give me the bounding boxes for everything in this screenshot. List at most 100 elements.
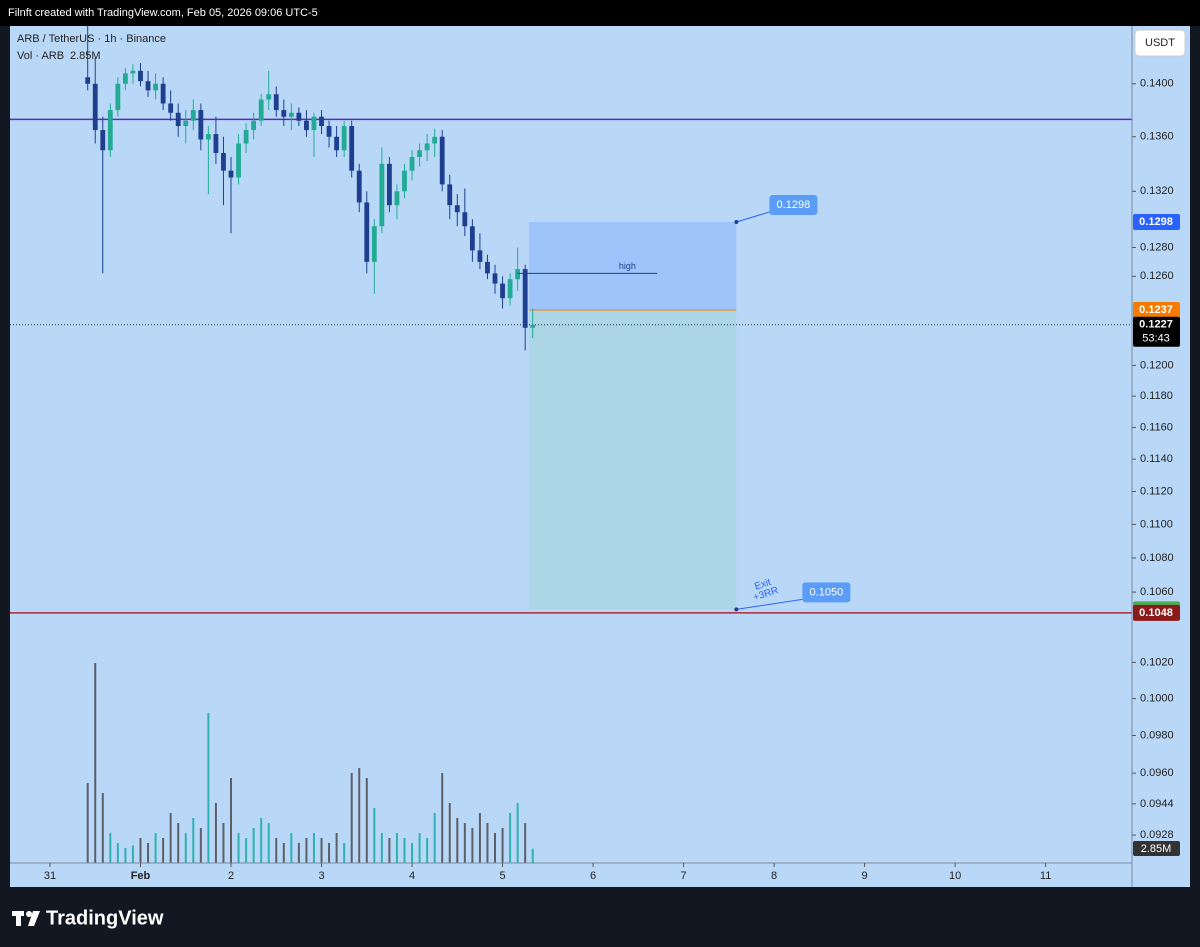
candle-body: [469, 226, 475, 251]
y-tick-label: 0.1080: [1140, 552, 1174, 564]
candle-body: [251, 120, 257, 131]
candle-body: [213, 134, 219, 153]
volume-tag: [1133, 841, 1180, 856]
price-tag-label: 0.1048: [1139, 607, 1173, 619]
y-tick-label: 0.0960: [1140, 767, 1174, 779]
volume-bar: [441, 773, 444, 863]
header-text: Filnft created with TradingView.com, Feb…: [8, 7, 318, 19]
volume-bar: [109, 833, 112, 863]
stop-zone: [528, 222, 737, 310]
y-tick-label: 0.1060: [1140, 586, 1174, 598]
x-tick-label: 5: [499, 870, 505, 882]
candle-body: [371, 226, 377, 262]
candle-body: [530, 324, 536, 328]
price-tag: [1133, 316, 1180, 347]
volume-bar: [328, 843, 331, 863]
logo-shape: [28, 911, 40, 926]
plot: high0.12980.1050Exit+3RR0.14000.13600.13…: [10, 26, 1190, 887]
candle-body: [190, 110, 196, 121]
candle-body: [477, 250, 483, 262]
brand-name: TradingView: [46, 907, 164, 929]
volume-bar: [252, 828, 255, 863]
volume-bar: [290, 833, 293, 863]
candle-body: [168, 103, 174, 113]
candle-body: [319, 116, 324, 127]
candle-body: [183, 120, 189, 127]
candle-body: [492, 273, 498, 284]
candle-body: [447, 184, 453, 206]
volume-bar: [516, 803, 519, 863]
candle-body: [122, 73, 128, 84]
candle-body: [462, 212, 468, 227]
volume-bar: [463, 823, 466, 863]
candle-body: [409, 157, 415, 171]
y-tick-label: 0.0928: [1140, 829, 1174, 841]
x-tick-label: 8: [771, 870, 777, 882]
volume-bar: [147, 843, 150, 863]
y-tick-label: 0.1200: [1140, 359, 1174, 371]
candle-body: [379, 163, 385, 227]
volume-bar: [365, 778, 368, 863]
volume-bar: [116, 843, 119, 863]
candle-body: [273, 94, 279, 111]
candle-body: [115, 83, 121, 111]
callout-text: 0.1050: [810, 586, 844, 598]
candle-body: [266, 94, 272, 100]
candle-body: [153, 83, 158, 91]
candle-body: [221, 152, 226, 171]
price-tag: [1133, 301, 1180, 318]
candle-body: [138, 70, 143, 82]
target-zone: [528, 309, 737, 610]
volume-bar: [373, 808, 376, 863]
volume-bar: [177, 823, 180, 863]
candle-body: [515, 269, 521, 280]
callout-line: [736, 598, 803, 610]
volume-bar: [282, 843, 285, 863]
x-tick-label: 11: [1040, 870, 1051, 882]
volume-bar: [192, 818, 195, 863]
price-axis: [1132, 26, 1190, 887]
brand-logo: TradingView: [12, 907, 164, 929]
candle-body: [432, 136, 438, 144]
volume-bar: [418, 833, 421, 863]
volume-bar: [358, 768, 361, 863]
volume-bar: [426, 838, 429, 863]
candle-body: [100, 130, 106, 151]
x-tick-label: 4: [409, 870, 415, 882]
price-tag: [1133, 214, 1180, 231]
volume-bar: [275, 838, 278, 863]
volume-bar: [312, 833, 315, 863]
candle-body: [334, 136, 340, 151]
y-tick-label: 0.1120: [1140, 485, 1173, 497]
y-tick-label: 0.1000: [1140, 692, 1174, 704]
volume-bar: [169, 813, 172, 863]
volume-bar: [237, 833, 240, 863]
volume-bar: [380, 833, 383, 863]
candle-body: [92, 83, 98, 131]
volume-bar: [343, 843, 346, 863]
candle-body: [311, 116, 317, 131]
currency-label: USDT: [1145, 37, 1175, 49]
volume-bar: [207, 713, 210, 863]
candle-body: [424, 143, 430, 151]
x-tick-label: 6: [590, 870, 596, 882]
callout-line: [736, 211, 770, 223]
candle-body: [349, 126, 355, 171]
volume-bar: [403, 838, 406, 863]
candle-body: [364, 202, 370, 262]
volume-bar: [478, 813, 481, 863]
volume-bar: [524, 823, 527, 863]
y-tick-label: 0.0980: [1140, 729, 1174, 741]
volume-tag-label: 2.85M: [1141, 843, 1172, 855]
volume-bar: [471, 828, 474, 863]
volume-bar: [154, 833, 157, 863]
volume-bar: [494, 833, 497, 863]
volume-bar: [531, 848, 534, 863]
candle-body: [522, 269, 528, 328]
candle-body: [507, 279, 513, 299]
exit-note-text: Exit: [753, 577, 772, 593]
currency-button[interactable]: [1134, 29, 1186, 57]
volume-bar: [86, 783, 89, 863]
volume-bar: [101, 793, 104, 863]
countdown: 53:43: [1142, 333, 1170, 345]
